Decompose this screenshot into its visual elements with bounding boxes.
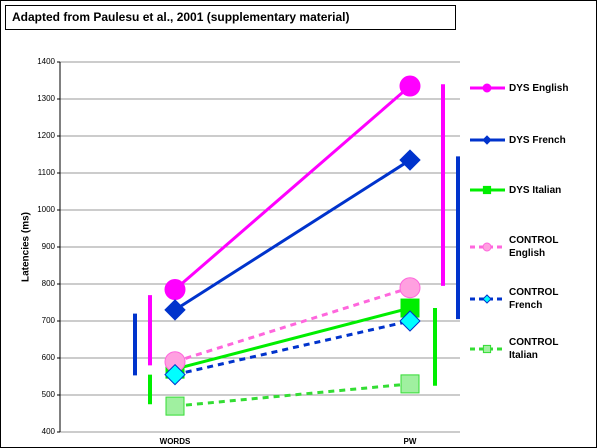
y-tick-label: 1400 (37, 57, 55, 66)
marker (482, 83, 492, 93)
y-tick-label: 600 (42, 353, 56, 362)
marker (400, 374, 420, 394)
marker (164, 299, 186, 321)
marker (399, 277, 421, 299)
y-tick-label: 400 (42, 427, 56, 436)
y-tick-label: 800 (42, 279, 56, 288)
x-tick-label: WORDS (160, 437, 191, 446)
y-tick-label: 500 (42, 390, 56, 399)
title-box (5, 5, 456, 30)
marker (164, 279, 186, 301)
chart-title: Adapted from Paulesu et al., 2001 (suppl… (12, 10, 349, 24)
legend-label: DYS English (509, 82, 569, 94)
marker (399, 310, 421, 332)
legend-label: CONTROL French (509, 287, 559, 311)
marker (399, 149, 421, 171)
series-line (174, 306, 411, 371)
marker (482, 135, 492, 145)
marker (399, 75, 421, 97)
marker (164, 363, 186, 386)
y-tick-label: 1100 (38, 168, 56, 177)
legend-label: CONTROL English (509, 235, 559, 259)
y-tick-label: 1000 (37, 205, 55, 214)
y-axis-label: Latencies (ms) (21, 212, 32, 282)
y-tick-label: 1200 (37, 131, 55, 140)
legend-label: DYS French (509, 134, 566, 146)
y-tick-label: 1300 (37, 94, 55, 103)
x-tick-label: PW (404, 437, 417, 446)
y-tick-label: 700 (42, 316, 56, 325)
series-line (174, 286, 411, 364)
marker (482, 294, 492, 304)
marker (482, 344, 492, 354)
marker (165, 396, 185, 416)
legend-label: DYS Italian (509, 184, 562, 196)
marker (482, 242, 492, 252)
marker (482, 185, 492, 195)
series-line (174, 158, 411, 312)
y-tick-label: 900 (42, 242, 56, 251)
series-line (174, 319, 411, 377)
series-line (174, 84, 411, 291)
legend-label: CONTROL Italian (509, 337, 559, 361)
